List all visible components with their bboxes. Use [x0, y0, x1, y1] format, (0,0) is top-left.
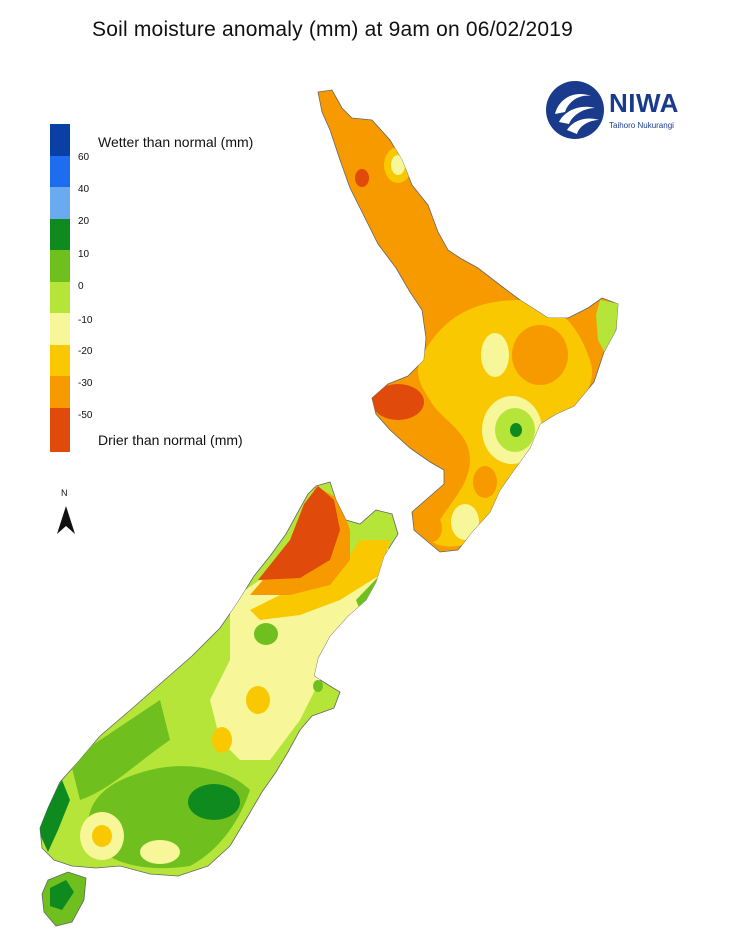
- legend-swatch-6: [50, 281, 70, 313]
- logo-name: NIWA: [609, 88, 679, 118]
- legend-tick-minus10: -10: [78, 315, 93, 326]
- legend-tick-10: 10: [78, 249, 90, 260]
- legend-swatch-3: [50, 187, 70, 219]
- legend-tick-minus30: -30: [78, 378, 93, 389]
- niwa-logo: NIWA Taihoro Nukurangi: [545, 80, 715, 140]
- legend-wetter-label: Wetter than normal (mm): [98, 134, 254, 150]
- legend-tick-40: 40: [78, 184, 90, 195]
- north-island: [317, 89, 619, 553]
- north-label: N: [61, 488, 68, 498]
- legend-swatch-4: [50, 218, 70, 250]
- legend-drier-label: Drier than normal (mm): [98, 432, 243, 448]
- south-island: [39, 481, 399, 927]
- legend-tick-0: 0: [78, 281, 84, 292]
- legend-tick-minus50: -50: [78, 410, 93, 421]
- niwa-swirl-icon: [546, 81, 604, 139]
- legend-swatch-1: [50, 124, 70, 156]
- legend-swatch-2: [50, 155, 70, 187]
- legend-swatch-5: [50, 250, 70, 282]
- north-arrow-icon: [57, 506, 75, 534]
- legend-tick-20: 20: [78, 216, 90, 227]
- legend-swatch-10: [50, 407, 70, 452]
- map-title: Soil moisture anomaly (mm) at 9am on 06/…: [92, 18, 573, 41]
- legend-tick-minus20: -20: [78, 346, 93, 357]
- legend-swatch-9: [50, 376, 70, 408]
- legend-swatch-8: [50, 344, 70, 376]
- logo-subtitle: Taihoro Nukurangi: [609, 121, 674, 130]
- legend-tick-60: 60: [78, 152, 90, 163]
- legend-swatch-7: [50, 313, 70, 345]
- north-arrow: N: [50, 488, 84, 540]
